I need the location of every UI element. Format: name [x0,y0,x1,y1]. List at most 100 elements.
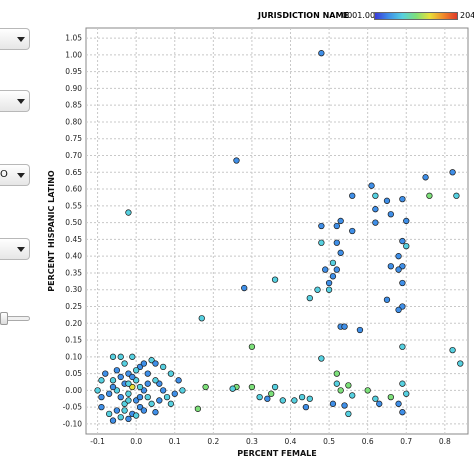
data-point[interactable] [160,387,167,394]
data-point[interactable] [302,404,310,411]
data-point[interactable] [152,360,159,367]
data-point[interactable] [98,393,105,401]
data-point[interactable] [318,355,325,362]
data-point[interactable] [341,323,348,330]
data-point[interactable] [233,157,240,164]
data-point[interactable] [453,192,460,199]
data-point[interactable] [229,385,236,392]
data-point[interactable] [109,377,117,384]
data-point[interactable] [198,315,205,322]
dropdown-1[interactable] [0,28,30,50]
data-point[interactable] [125,415,132,423]
data-point[interactable] [329,273,337,280]
data-point[interactable] [268,390,275,397]
data-point[interactable] [125,209,132,216]
data-point[interactable] [194,405,202,412]
data-point[interactable] [395,306,402,314]
data-point[interactable] [264,395,271,402]
data-point[interactable] [422,174,429,181]
data-point[interactable] [163,393,171,401]
data-point[interactable] [175,377,182,384]
data-point[interactable] [117,373,124,381]
data-point[interactable] [102,370,109,377]
data-point[interactable] [133,367,140,374]
data-point[interactable] [94,387,101,394]
data-point[interactable] [325,286,333,293]
data-point[interactable] [403,242,410,250]
data-point[interactable] [457,360,464,367]
data-point[interactable] [318,222,325,230]
data-point[interactable] [117,414,124,421]
data-point[interactable] [179,387,186,394]
data-point[interactable] [333,370,340,377]
data-point[interactable] [329,259,337,267]
data-point[interactable] [241,284,248,292]
data-point[interactable] [337,249,344,256]
data-point[interactable] [364,387,371,394]
data-point[interactable] [345,410,352,418]
data-point[interactable] [144,370,151,377]
data-point[interactable] [98,377,105,384]
data-point[interactable] [171,390,178,397]
data-point[interactable] [395,266,402,273]
data-point[interactable] [144,380,151,387]
data-point[interactable] [279,397,286,404]
data-point[interactable] [113,367,121,374]
data-point[interactable] [109,383,117,391]
data-point[interactable] [337,217,344,225]
data-point[interactable] [449,169,456,176]
data-point[interactable] [125,397,132,404]
data-point[interactable] [98,404,105,411]
data-point[interactable] [372,206,379,213]
data-point[interactable] [372,192,379,199]
data-point[interactable] [399,279,406,287]
data-point[interactable] [399,409,406,416]
data-point[interactable] [337,387,344,394]
data-point[interactable] [136,383,144,391]
data-point[interactable] [248,343,256,350]
data-point[interactable] [113,407,121,414]
data-point[interactable] [333,239,340,246]
dropdown-2[interactable] [0,90,30,112]
data-point[interactable] [109,417,117,424]
data-point[interactable] [106,410,113,418]
data-point[interactable] [306,395,313,402]
plot-area[interactable] [85,27,469,435]
data-point[interactable] [426,192,433,199]
data-point[interactable] [167,400,175,407]
data-point[interactable] [144,393,151,401]
data-point[interactable] [117,393,124,401]
data-point[interactable] [167,370,175,377]
slider-thumb[interactable] [0,312,8,325]
data-point[interactable] [449,346,456,354]
data-point[interactable] [383,296,391,303]
data-point[interactable] [403,217,410,225]
data-point[interactable] [133,412,140,419]
data-point[interactable] [125,380,132,387]
data-point[interactable] [136,393,144,401]
data-point[interactable] [349,392,356,399]
data-point[interactable] [399,237,406,245]
data-point[interactable] [399,195,406,203]
data-point[interactable] [345,382,352,389]
data-point[interactable] [202,383,209,391]
data-point[interactable] [160,363,167,371]
data-point[interactable] [356,326,364,334]
data-point[interactable] [333,266,340,273]
data-point[interactable] [349,227,356,235]
data-point[interactable] [129,353,136,360]
data-point[interactable] [106,390,113,397]
data-point[interactable] [399,380,406,387]
data-point[interactable] [156,397,163,404]
data-point[interactable] [140,360,148,367]
data-point[interactable] [140,407,148,414]
dropdown-4[interactable] [0,238,30,260]
data-point[interactable] [152,377,159,384]
data-point[interactable] [322,266,329,273]
data-point[interactable] [117,353,124,360]
data-point[interactable] [256,393,263,401]
data-point[interactable] [372,219,379,226]
data-point[interactable] [306,294,313,302]
data-point[interactable] [314,286,321,293]
